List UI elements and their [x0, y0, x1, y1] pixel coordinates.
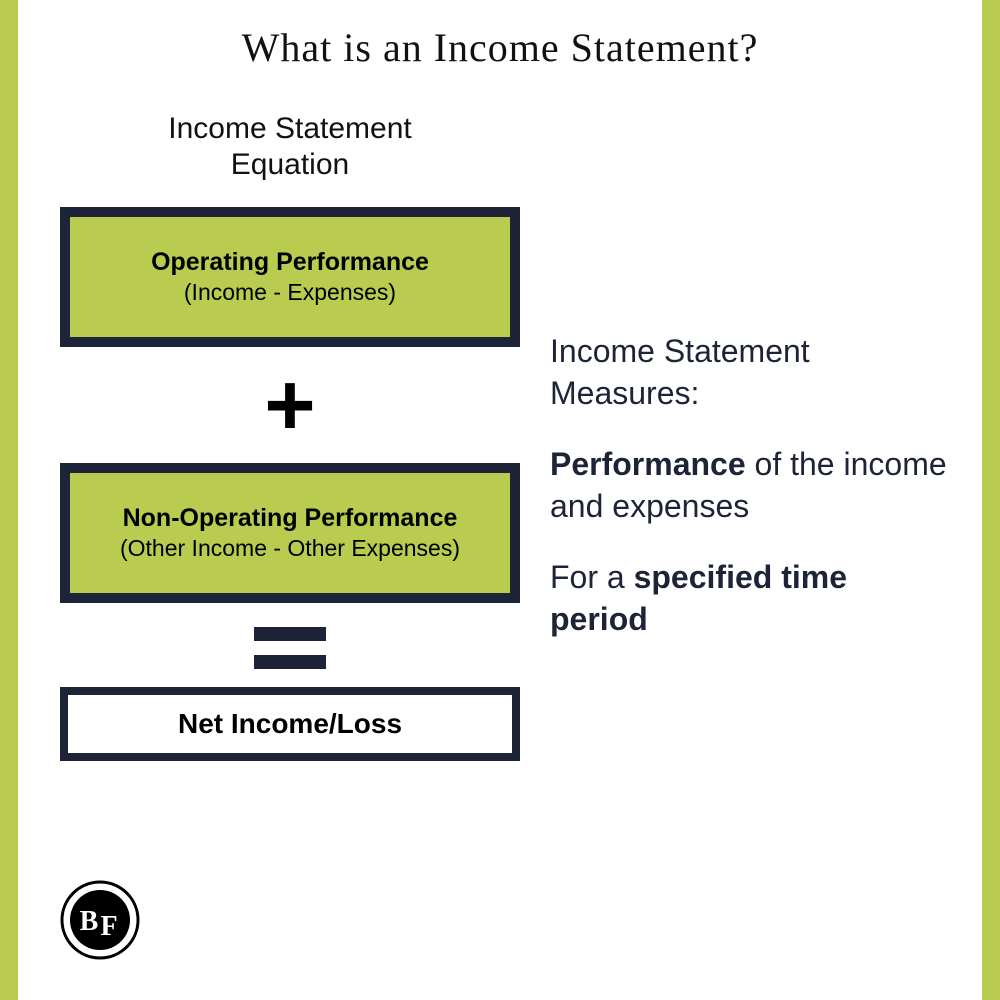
description-line2-prefix: For a: [550, 559, 634, 595]
content: Income Statement Equation Operating Perf…: [0, 71, 1000, 761]
equation-column: Income Statement Equation Operating Perf…: [60, 111, 520, 761]
equation-heading-line1: Income Statement: [168, 112, 411, 145]
equation-result: Net Income/Loss: [60, 687, 520, 761]
side-border-left: [0, 0, 18, 1000]
description-line1-bold: Performance: [550, 446, 746, 482]
description-column: Income Statement Measures: Performance o…: [550, 111, 950, 761]
svg-text:F: F: [100, 911, 117, 942]
description-line2: For a specified time period: [550, 557, 950, 640]
equation-heading: Income Statement Equation: [60, 111, 520, 183]
equals-bar-bottom: [254, 655, 326, 669]
equals-bar-top: [254, 627, 326, 641]
side-border-right: [982, 0, 1000, 1000]
result-label: Net Income/Loss: [178, 708, 402, 740]
box1-subtitle: (Income - Expenses): [184, 279, 396, 306]
page-title: What is an Income Statement?: [0, 0, 1000, 71]
equation-box-nonoperating: Non-Operating Performance (Other Income …: [60, 463, 520, 603]
box2-subtitle: (Other Income - Other Expenses): [120, 535, 460, 562]
equals-operator: [60, 627, 520, 669]
logo-icon: B F: [60, 880, 140, 960]
box2-title: Non-Operating Performance: [123, 504, 458, 533]
svg-text:B: B: [80, 906, 99, 937]
description-intro: Income Statement Measures:: [550, 331, 950, 414]
box1-title: Operating Performance: [151, 248, 429, 277]
equation-heading-line2: Equation: [231, 148, 349, 181]
description-line1: Performance of the income and expenses: [550, 444, 950, 527]
plus-operator: +: [60, 361, 520, 449]
equation-box-operating: Operating Performance (Income - Expenses…: [60, 207, 520, 347]
